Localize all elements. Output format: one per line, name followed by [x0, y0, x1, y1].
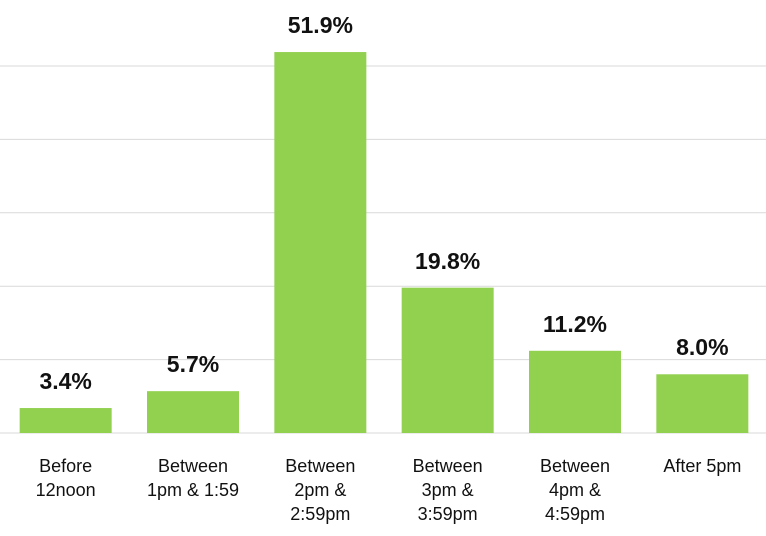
value-label: 3.4% [39, 368, 92, 395]
x-tick-label: Between 4pm & 4:59pm [539, 456, 611, 524]
bar [656, 374, 749, 433]
bar [274, 52, 367, 433]
value-label: 5.7% [166, 351, 220, 378]
x-tick-label: Between 3pm & 3:59pm [412, 456, 483, 524]
x-tick-label: Before 12noon [35, 456, 96, 500]
x-tick-label: Between 2pm & 2:59pm [285, 456, 356, 524]
value-label: 8.0% [676, 334, 729, 361]
value-label: 51.9% [287, 12, 353, 39]
value-label: 19.8% [415, 247, 481, 274]
bar [401, 287, 494, 433]
bar [147, 391, 239, 433]
x-tick-label: After 5pm [663, 456, 742, 476]
bar [529, 350, 621, 433]
bar [19, 408, 112, 433]
value-label: 11.2% [543, 310, 607, 337]
x-tick-label: Between 1pm & 1:59 [146, 456, 240, 500]
